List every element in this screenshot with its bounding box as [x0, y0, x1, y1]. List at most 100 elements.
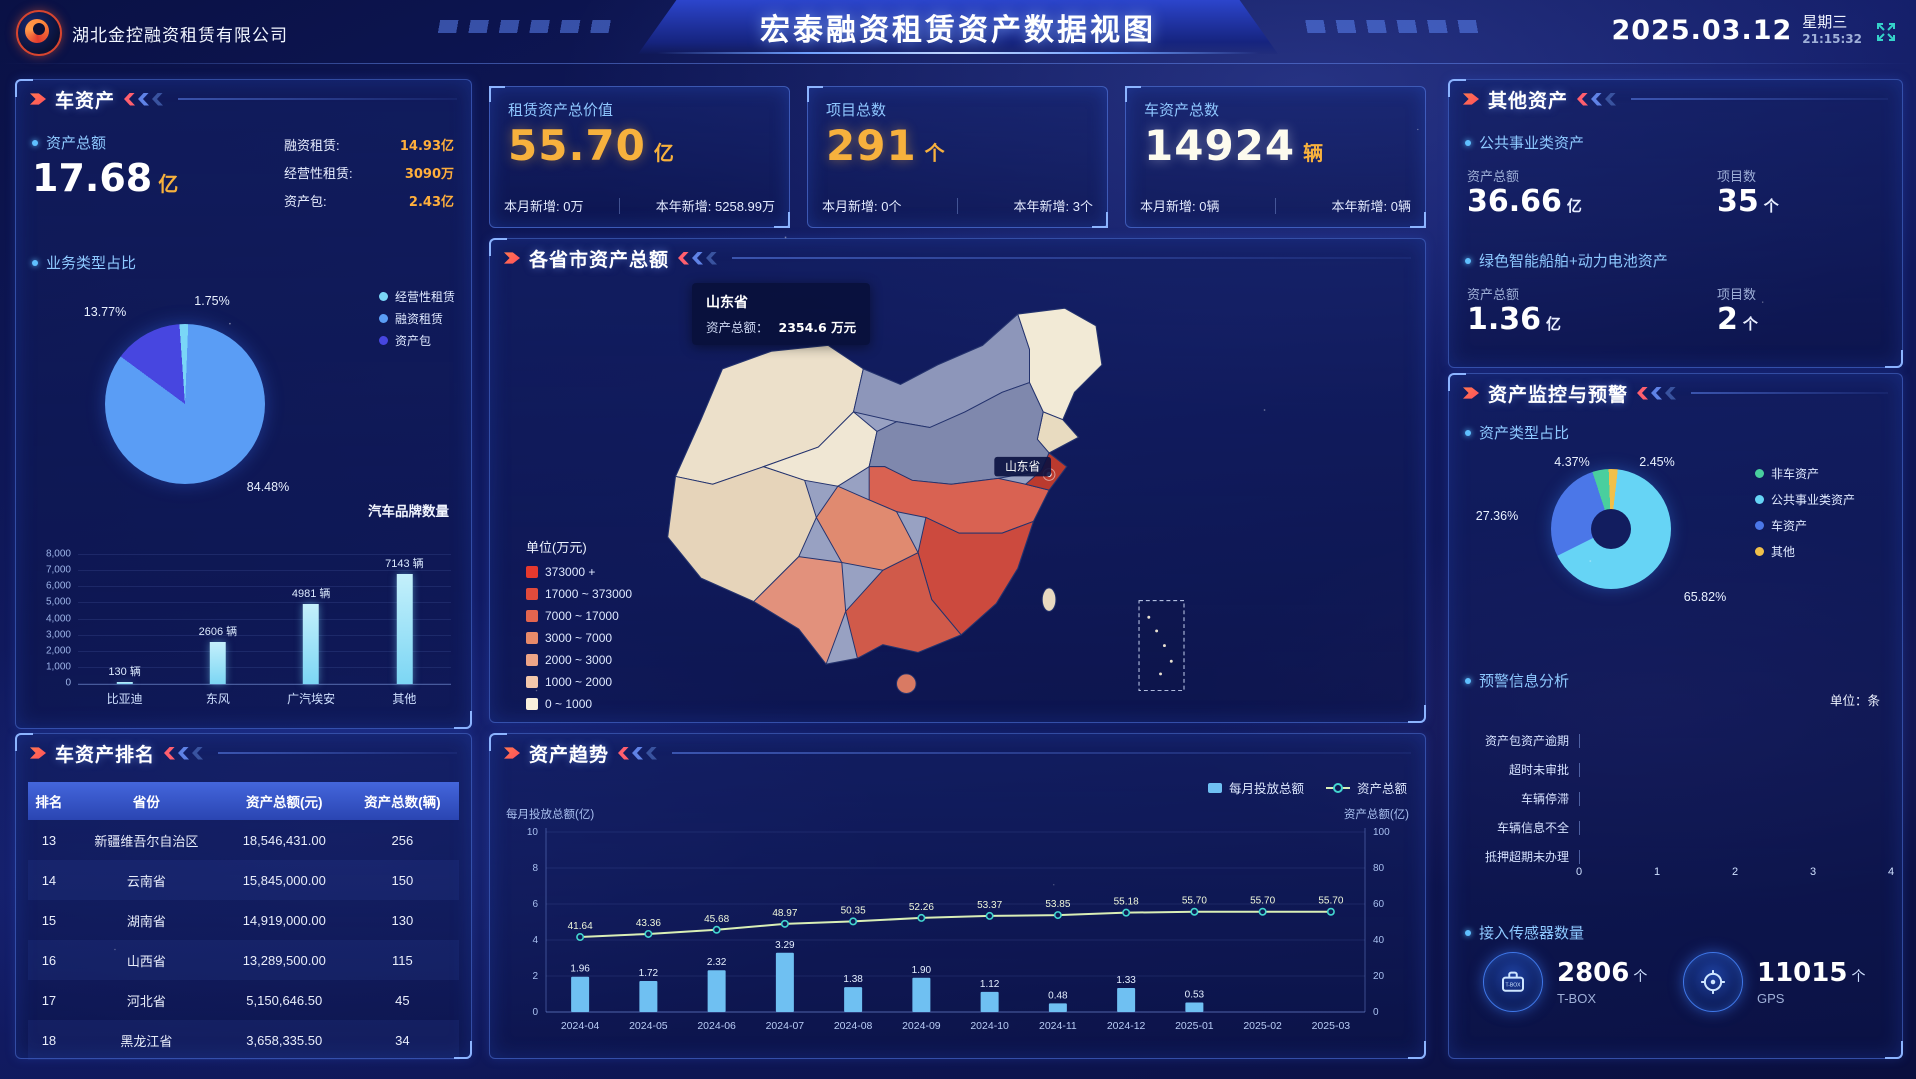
bar-东风[interactable]: 2606 辆东风 — [198, 625, 238, 706]
svg-text:40: 40 — [1373, 935, 1385, 946]
svg-text:2: 2 — [532, 971, 538, 982]
sensor-tbox: T-BOX 2806 个 T-BOX — [1483, 952, 1647, 1012]
svg-text:55.70: 55.70 — [1182, 896, 1207, 907]
svg-text:2025-02: 2025-02 — [1243, 1020, 1282, 1032]
svg-text:4: 4 — [532, 935, 538, 946]
sensor-unit: 个 — [1851, 968, 1866, 984]
asset-type-section-label: 资产类型占比 — [1465, 422, 1569, 443]
stat-card-project-count: 项目总数 291 个 本月新增: 0个 本年新增: 3个 — [807, 86, 1108, 228]
warning-bar-chart[interactable]: 资产包资产逾期 超时未审批 车辆停滞 车辆信息不全 抵押超期未办理 — [1459, 726, 1891, 871]
sensors-section-label: 接入传感器数量 — [1465, 922, 1584, 943]
sensor-gps: 11015 个 GPS — [1683, 952, 1865, 1012]
amount-label: 资产总额 — [1467, 169, 1520, 184]
table-row[interactable]: 18 黑龙江省 3,658,335.50 34 — [28, 1020, 459, 1060]
legend-item[interactable]: 经营性租赁 — [378, 285, 455, 307]
total-assets-unit: 亿 — [158, 172, 179, 196]
legend-item[interactable]: 非车资产 — [1755, 460, 1855, 486]
bar-广汽埃安[interactable]: 4981 辆广汽埃安 — [287, 587, 336, 706]
legend-item[interactable]: 373000 + — [526, 561, 632, 583]
svg-text:1.12: 1.12 — [980, 979, 1000, 990]
title-arrow-icon — [30, 93, 46, 105]
trend-combo-chart[interactable]: 0 0 2 20 4 40 6 60 8 80 10 100 1.96 2024-04 1.72 2024-0… — [502, 822, 1413, 1050]
svg-text:6: 6 — [532, 899, 538, 910]
trend-legend: 每月投放总额 资产总额 — [1207, 778, 1407, 797]
legend-item-total[interactable]: 资产总额 — [1325, 778, 1407, 797]
svg-text:2025-01: 2025-01 — [1175, 1020, 1214, 1032]
tooltip-label: 资产总额： — [706, 321, 769, 335]
business-pie-legend: 经营性租赁融资租赁 资产包 — [378, 285, 455, 351]
svg-text:55.70: 55.70 — [1250, 896, 1275, 907]
map-legend-title: 单位(万元) — [526, 540, 587, 555]
svg-text:1.96: 1.96 — [570, 964, 590, 975]
legend-item[interactable]: 其他 — [1755, 538, 1855, 564]
svg-text:2024-09: 2024-09 — [902, 1020, 941, 1032]
svg-text:2024-11: 2024-11 — [1039, 1020, 1077, 1032]
ranking-table-header: 排名 省份 资产总额(元) 资产总数(辆) — [28, 782, 459, 820]
legend-swatch-icon — [526, 698, 538, 710]
chevrons-icon — [678, 251, 718, 265]
china-choropleth-map[interactable]: 山东省 — [600, 275, 1240, 715]
tooltip-value: 2354.6 万元 — [778, 320, 857, 335]
sensor-unit: 个 — [1633, 968, 1648, 984]
donut-pct-label: 27.36% — [1475, 509, 1519, 523]
legend-item[interactable]: 融资租赁 — [378, 307, 455, 329]
legend-item[interactable]: 3000 ~ 7000 — [526, 627, 632, 649]
warning-row: 车辆信息不全 — [1459, 813, 1891, 842]
legend-item[interactable]: 资产包 — [378, 329, 455, 351]
donut-hole — [1591, 509, 1631, 549]
chevrons-icon — [618, 746, 658, 760]
panel-monitoring: 资产监控与预警 资产类型占比 4.37% 2.45% 27.36% 65.82%… — [1448, 373, 1903, 1059]
line-swatch-icon — [1325, 786, 1350, 789]
legend-item[interactable]: 0 ~ 1000 — [526, 693, 632, 715]
business-type-section-label: 业务类型占比 — [32, 252, 136, 273]
legend-item[interactable]: 7000 ~ 17000 — [526, 605, 632, 627]
tooltip-province: 山东省 — [706, 294, 748, 310]
svg-text:3.29: 3.29 — [775, 940, 795, 951]
svg-text:0.53: 0.53 — [1185, 989, 1205, 1000]
svg-text:2024-04: 2024-04 — [561, 1020, 600, 1032]
stat-unit: 辆 — [1303, 143, 1324, 165]
stat-unit: 亿 — [653, 143, 674, 165]
public-utility-section-label: 公共事业类资产 — [1465, 132, 1584, 153]
legend-swatch-icon — [1755, 494, 1764, 504]
svg-text:0: 0 — [1373, 1007, 1379, 1018]
legend-item-monthly[interactable]: 每月投放总额 — [1207, 778, 1304, 797]
panel-title: 其他资产 — [1488, 90, 1569, 112]
table-row[interactable]: 16 山西省 13,289,500.00 115 — [28, 940, 459, 980]
fullscreen-toggle-icon[interactable] — [1874, 20, 1898, 44]
svg-text:53.85: 53.85 — [1045, 899, 1070, 910]
legend-item[interactable]: 车资产 — [1755, 512, 1855, 538]
legend-item[interactable]: 公共事业类资产 — [1755, 486, 1855, 512]
legend-swatch-icon — [378, 291, 388, 301]
total-assets-value: 17.68 亿 — [32, 156, 179, 200]
table-row[interactable]: 14 云南省 15,845,000.00 150 — [28, 860, 459, 900]
left-axis-label: 每月投放总额(亿) — [506, 809, 595, 821]
panel-asset-trend: 资产趋势 每月投放总额 资产总额 每月投放总额(亿) 资产总额(亿) 0 0 2 20… — [489, 733, 1426, 1059]
table-row[interactable]: 15 湖南省 14,919,000.00 130 — [41, 912, 414, 929]
legend-item[interactable]: 1000 ~ 2000 — [526, 671, 632, 693]
pie-pct-label: 1.75% — [194, 294, 230, 308]
chevrons-icon — [1637, 386, 1677, 400]
svg-text:55.70: 55.70 — [1318, 896, 1343, 907]
bar-比亚迪[interactable]: 130 辆比亚迪 — [106, 665, 143, 706]
sensor-name: T-BOX — [1557, 991, 1597, 1006]
svg-text:20: 20 — [1373, 971, 1385, 982]
header-decoration-left — [428, 20, 618, 33]
legend-item[interactable]: 2000 ~ 3000 — [526, 649, 632, 671]
table-row[interactable]: 13 新疆维吾尔自治区 18,546,431.00 256 — [41, 832, 414, 849]
brand-bar-chart[interactable]: 0 1,000 2,000 3,000 4,000 5,000 6,000 7,000 8,00… — [26, 535, 461, 715]
ranking-table[interactable]: 排名 省份 资产总额(元) 资产总数(辆) 13 新疆维吾尔自治区 18,546,431.… — [28, 782, 459, 1060]
stat-value: 55.70 — [508, 121, 646, 170]
legend-swatch-icon — [526, 610, 538, 622]
legend-item[interactable]: 17000 ~ 373000 — [526, 583, 632, 605]
logo-group: 湖北金控融资租赁有限公司 — [16, 10, 288, 56]
warning-category-label: 资产包资产逾期 — [1484, 734, 1569, 748]
business-type-pie-chart[interactable] — [105, 324, 265, 484]
stat-month-delta: 本月新增: 0万 — [504, 199, 584, 214]
total-assets-label: 资产总额 — [32, 132, 106, 153]
donut-pct-label: 2.45% — [1639, 455, 1675, 469]
bar-其他[interactable]: 7143 辆其他 — [385, 558, 424, 706]
legend-label: 经营性租赁 — [394, 289, 455, 304]
table-row[interactable]: 17 河北省 5,150,646.50 45 — [41, 992, 410, 1009]
